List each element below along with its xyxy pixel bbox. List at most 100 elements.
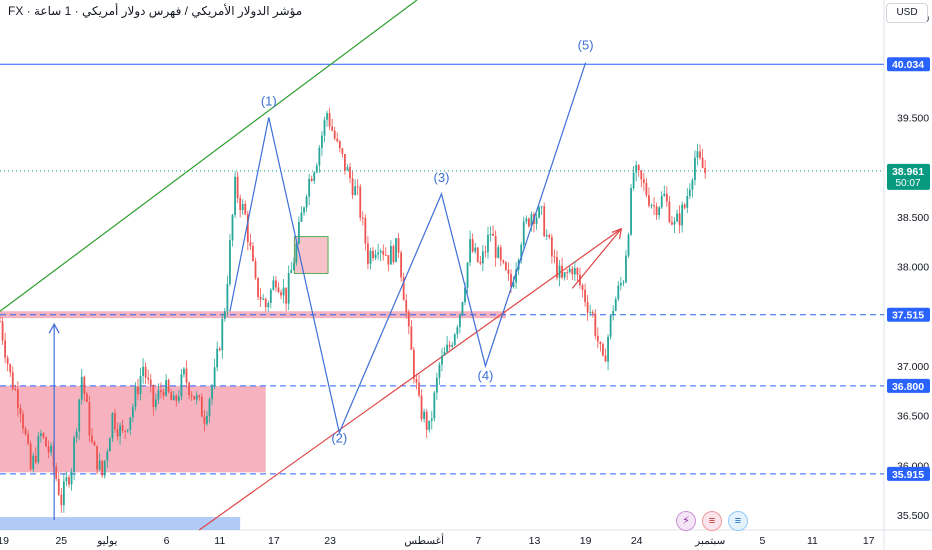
candle-body: [98, 460, 101, 470]
candle-body: [328, 113, 331, 127]
candle-body: [137, 386, 139, 395]
zone-resistance_box: [293, 236, 329, 274]
candle-body: [573, 268, 576, 275]
candle-body: [527, 218, 530, 227]
x-tick-label: 11: [807, 535, 818, 547]
candle-body: [395, 238, 397, 263]
candle-body: [681, 204, 684, 226]
candle-body: [24, 428, 27, 435]
wave-label: (3): [434, 170, 450, 185]
candle-body: [262, 298, 265, 300]
candle-body: [124, 430, 127, 432]
currency-selector[interactable]: USD: [886, 3, 928, 23]
candle-body: [688, 189, 691, 197]
candle-body: [535, 217, 538, 224]
chart-title: FX · مؤشر الدولار الأمريكي / فهرس دولار …: [8, 4, 303, 18]
candle-body: [479, 261, 482, 264]
candle-body: [221, 318, 224, 351]
candle-body: [152, 385, 155, 408]
candle-body: [34, 455, 37, 463]
candle-body: [630, 188, 632, 235]
candle-body: [111, 412, 114, 439]
candle-body: [198, 395, 201, 397]
candle-body: [37, 435, 40, 463]
candle-body: [515, 269, 517, 283]
candle-body: [586, 302, 589, 313]
candle-body: [372, 250, 374, 259]
candle-body: [85, 393, 88, 403]
candle-body: [438, 364, 441, 378]
level-price-tag: 35.915: [892, 469, 924, 481]
candle-body: [295, 243, 298, 264]
candle-body: [581, 285, 584, 290]
candle-body: [614, 299, 617, 311]
candle-body: [336, 138, 339, 142]
y-tick-label: 39.500: [897, 112, 929, 124]
candle-body: [257, 277, 259, 297]
candle-body: [520, 244, 523, 260]
arrow-head: [611, 227, 623, 239]
candle-body: [180, 374, 183, 397]
candle-body: [29, 443, 32, 470]
candle-body: [464, 287, 466, 303]
candle-body: [323, 119, 326, 136]
candle-body: [193, 396, 196, 400]
candle-body: [589, 312, 592, 314]
x-tick-label: 23: [324, 535, 336, 547]
candle-body: [387, 255, 390, 265]
candle-body: [571, 268, 574, 275]
us-flag-icon[interactable]: ≡: [728, 511, 748, 531]
candle-body: [185, 368, 188, 383]
candle-body: [561, 265, 563, 278]
candle-body: [607, 336, 609, 362]
candle-body: [594, 313, 597, 336]
candle-body: [282, 287, 285, 296]
candle-body: [303, 207, 305, 213]
candle-body: [563, 272, 566, 278]
candle-body: [691, 180, 694, 190]
x-tick-label: 25: [55, 535, 67, 547]
candle-body: [538, 207, 540, 218]
candle-body: [119, 425, 121, 437]
candle-body: [510, 273, 512, 288]
candle-body: [653, 205, 655, 207]
candle-body: [305, 196, 308, 208]
candle-body: [249, 242, 252, 247]
candle-body: [507, 269, 510, 274]
candle-body: [453, 334, 456, 346]
candle-body: [277, 287, 280, 293]
candle-body: [466, 262, 469, 288]
candle-body: [663, 193, 666, 196]
candle-body: [441, 355, 443, 365]
candle-body: [321, 135, 323, 148]
candle-body: [134, 386, 137, 408]
candle-body: [576, 268, 579, 275]
candle-body: [236, 176, 239, 198]
candle-body: [553, 256, 556, 258]
candle-body: [239, 197, 242, 211]
candle-body: [701, 157, 704, 169]
candle-body: [384, 254, 387, 256]
candle-body: [412, 349, 415, 379]
candle-body: [142, 366, 144, 376]
candle-body: [254, 261, 257, 278]
candle-body: [443, 351, 446, 356]
candle-body: [602, 344, 604, 356]
wave-label: (1): [261, 93, 277, 108]
candle-body: [433, 392, 436, 419]
candle-body: [269, 289, 272, 303]
candle-body: [617, 285, 620, 300]
candle-body: [195, 395, 198, 400]
candle-body: [62, 481, 65, 506]
candle-body: [604, 355, 607, 362]
arrow-head: [48, 322, 60, 334]
us-flag-icon[interactable]: ≡: [702, 511, 722, 531]
candle-body: [351, 178, 354, 196]
candle-body: [502, 260, 505, 263]
candle-body: [259, 296, 262, 300]
candle-body: [612, 310, 615, 316]
candle-body: [287, 273, 290, 304]
candle-body: [308, 178, 311, 197]
flash-icon[interactable]: ⚡: [676, 511, 696, 531]
